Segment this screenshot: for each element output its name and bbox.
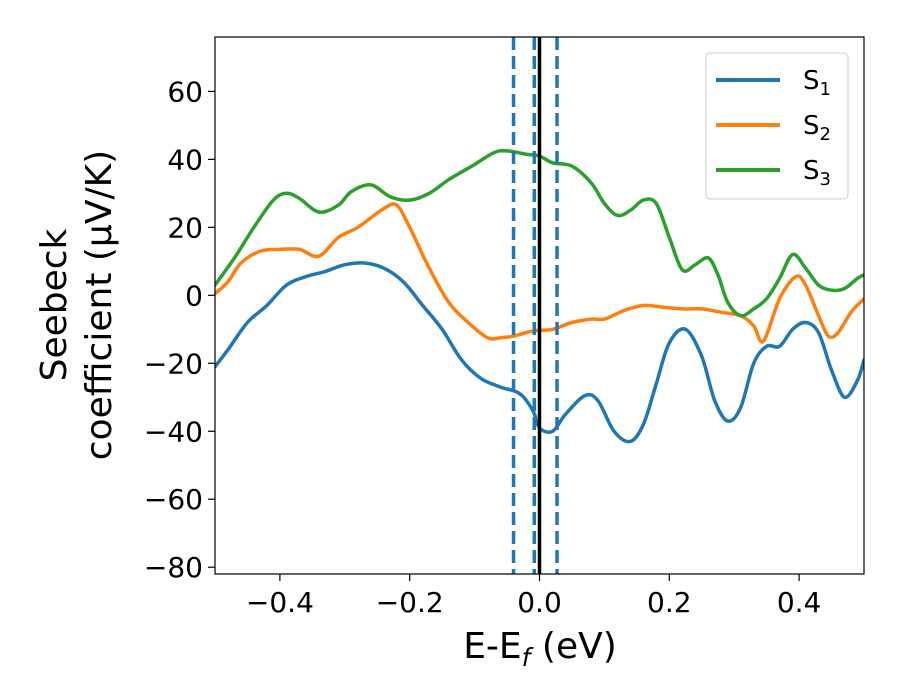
- legend-label: S1: [803, 66, 831, 100]
- y-axis-label-line2: coefficient (μV/K): [79, 150, 120, 460]
- y-axis-label-line1: Seebeck: [34, 228, 75, 381]
- x-tick-label: 0.0: [517, 586, 562, 619]
- x-tick-label: 0.2: [647, 586, 692, 619]
- series-line-s2: [215, 202, 864, 344]
- y-tick-label: −80: [144, 551, 203, 584]
- y-tick-label: 0: [185, 279, 203, 312]
- series-line-s3: [215, 148, 864, 318]
- y-axis-ticks: −80 −60 −40 −20 0 20 40 60: [144, 75, 215, 584]
- y-tick-label: 40: [167, 143, 203, 176]
- legend-entry-s2: S2: [716, 111, 831, 145]
- series-line-s1: [215, 261, 864, 444]
- legend-entry-s3: S3: [716, 156, 831, 190]
- y-tick-label: −60: [144, 483, 203, 516]
- y-tick-label: 20: [167, 211, 203, 244]
- y-tick-label: −40: [144, 415, 203, 448]
- x-tick-label: 0.4: [777, 586, 822, 619]
- reference-lines: [511, 37, 559, 574]
- series-layer: [215, 148, 864, 444]
- x-axis-label-unit: (eV): [530, 626, 616, 667]
- legend-label: S2: [803, 111, 831, 145]
- x-axis-ticks: −0.4 −0.2 0.0 0.2 0.4: [246, 574, 821, 619]
- y-tick-label: 60: [167, 75, 203, 108]
- legend-entry-s1: S1: [716, 66, 831, 100]
- y-tick-label: −20: [144, 347, 203, 380]
- legend-label: S3: [803, 156, 831, 190]
- x-tick-label: −0.2: [376, 586, 444, 619]
- x-axis-label: E-Ef (eV): [463, 626, 617, 672]
- x-tick-label: −0.4: [246, 586, 314, 619]
- legend: S1 S2 S3: [705, 52, 849, 200]
